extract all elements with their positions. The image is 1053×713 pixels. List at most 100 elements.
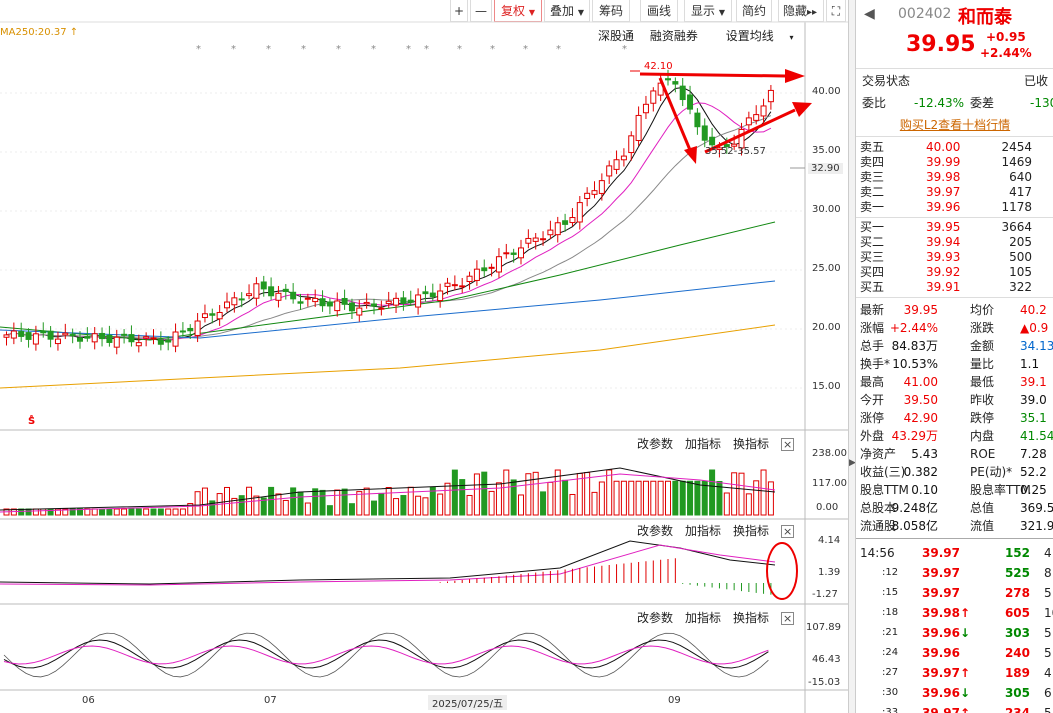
weibi-value: -12.43%: [914, 96, 965, 110]
kdj-d-line: [3, 645, 769, 665]
volume-bar: [77, 508, 83, 516]
stat-value: 42.90: [903, 411, 938, 425]
close-icon[interactable]: ×: [781, 438, 795, 451]
buy-row[interactable]: 买五 39.91 322: [856, 280, 1053, 295]
price-change: +0.95: [986, 30, 1026, 44]
macd-gaicanshu[interactable]: 改参数: [637, 524, 674, 538]
l2-link[interactable]: 购买L2查看十档行情: [899, 118, 1011, 132]
tick-price: 39.97: [922, 586, 960, 600]
caret-down-icon: ▼: [528, 8, 535, 17]
tick-price: 39.97: [922, 706, 960, 713]
collapse-arrow-icon[interactable]: ▶: [849, 458, 856, 468]
volume-bar: [304, 502, 311, 516]
sell-row[interactable]: 卖四 39.99 1469: [856, 155, 1053, 170]
price-tick: 35.00: [812, 145, 841, 156]
kdj-jiazhibiao[interactable]: 加指标: [685, 611, 722, 625]
caret-down-icon: ▼: [718, 8, 725, 17]
ma250-line: [0, 324, 776, 389]
close-icon[interactable]: ×: [781, 612, 795, 625]
candle-body: [466, 275, 473, 283]
vol-jiazhibiao[interactable]: 加指标: [685, 437, 722, 451]
stat-row: 最高 41.00 最低 39.1: [856, 373, 1053, 391]
volume-bar: [179, 508, 186, 516]
volume-bar: [91, 508, 98, 516]
stat-label: 昨收: [970, 393, 995, 407]
candle-body: [25, 332, 32, 340]
vol-ma10-line: [0, 473, 776, 513]
kdj-huanzhibiao[interactable]: 换指标: [733, 611, 770, 625]
volume-bar: [598, 481, 605, 516]
volume-bar: [584, 472, 591, 516]
candle-body: [518, 247, 524, 259]
prev-stock-icon[interactable]: ◀: [864, 6, 875, 22]
annotations: [630, 69, 812, 600]
stat-row: 收益(三) 0.382 PE(动)* 52.2: [856, 463, 1053, 481]
xianshi-dropdown[interactable]: 显示 ▼: [684, 0, 732, 22]
volume-bar: [701, 480, 708, 516]
stat-value: 5.43: [911, 447, 938, 461]
vol-tick: 0.00: [816, 502, 839, 513]
candle-body: [334, 300, 341, 312]
macd-indicator: [0, 540, 776, 595]
candle-body: [319, 298, 326, 307]
vol-huanzhibiao[interactable]: 换指标: [733, 437, 770, 451]
kline-chart[interactable]: [0, 0, 850, 713]
fuquan-dropdown[interactable]: 复权 ▼: [494, 0, 542, 22]
trade-state-label: 交易状态: [862, 74, 911, 88]
volume-bar: [334, 489, 341, 516]
kdj-gaicanshu[interactable]: 改参数: [637, 611, 674, 625]
candle-body: [356, 307, 363, 316]
volume-bar: [723, 492, 730, 516]
volume-bar: [540, 491, 547, 516]
candle-body: [459, 285, 466, 288]
stat-label: ROE: [970, 447, 996, 461]
buy-price: 39.92: [926, 265, 961, 279]
buy-row[interactable]: 买二 39.94 205: [856, 235, 1053, 250]
candle-body: [275, 292, 282, 301]
stat-label: 外盘: [860, 429, 885, 443]
shengutong-link[interactable]: 深股通: [598, 29, 635, 43]
sell-price: 40.00: [926, 140, 961, 154]
sell-label: 卖一: [860, 200, 885, 214]
volume-bar: [106, 508, 113, 516]
diejia-dropdown[interactable]: 叠加 ▼: [544, 0, 590, 22]
candle-body: [503, 252, 510, 255]
stat-value: 321.9: [1020, 519, 1053, 533]
sell-row[interactable]: 卖五 40.00 2454: [856, 140, 1053, 155]
sell-price: 39.96: [926, 200, 961, 214]
volume-bar: [282, 499, 289, 516]
volume-bar: [143, 508, 150, 516]
macd-jiazhibiao[interactable]: 加指标: [685, 524, 722, 538]
vol-gaicanshu[interactable]: 改参数: [637, 437, 674, 451]
volume-bar: [576, 472, 583, 516]
buy-row[interactable]: 买三 39.93 500: [856, 250, 1053, 265]
close-icon[interactable]: ×: [781, 525, 795, 538]
set-ma-dropdown[interactable]: 设置均线 ▾: [714, 29, 794, 43]
range-mark-label: 35.52-35.57: [705, 146, 766, 157]
stat-label: 总手: [860, 339, 885, 353]
volume-bar: [275, 493, 282, 516]
candle-body: [481, 267, 488, 272]
buy-row[interactable]: 买一 39.95 3664: [856, 220, 1053, 235]
sell-row[interactable]: 卖三 39.98 640: [856, 170, 1053, 185]
volume-bar: [378, 492, 385, 516]
caret-down-icon: ▼: [577, 8, 584, 17]
candle-body: [128, 334, 135, 343]
tick-count: 4: [1044, 546, 1052, 560]
sell-row[interactable]: 卖二 39.97 417: [856, 185, 1053, 200]
candle-body: [348, 302, 355, 312]
arrow-annotation: [639, 72, 786, 78]
panel-splitter[interactable]: ▶: [848, 0, 856, 713]
xianshi-label: 显示: [691, 4, 716, 18]
tick-time: :15: [882, 587, 899, 598]
sell-row[interactable]: 卖一 39.96 1178: [856, 200, 1053, 215]
stat-label: 涨跌: [970, 321, 995, 335]
tick-time: :33: [882, 707, 899, 713]
macd-huanzhibiao[interactable]: 换指标: [733, 524, 770, 538]
candles: [3, 69, 774, 355]
stat-label: 净资产: [860, 447, 897, 461]
buy-row[interactable]: 买四 39.92 105: [856, 265, 1053, 280]
rongzi-link[interactable]: 融资融券: [649, 29, 698, 43]
volume-bar: [422, 497, 429, 516]
stat-label: 股息TTM: [860, 483, 909, 497]
